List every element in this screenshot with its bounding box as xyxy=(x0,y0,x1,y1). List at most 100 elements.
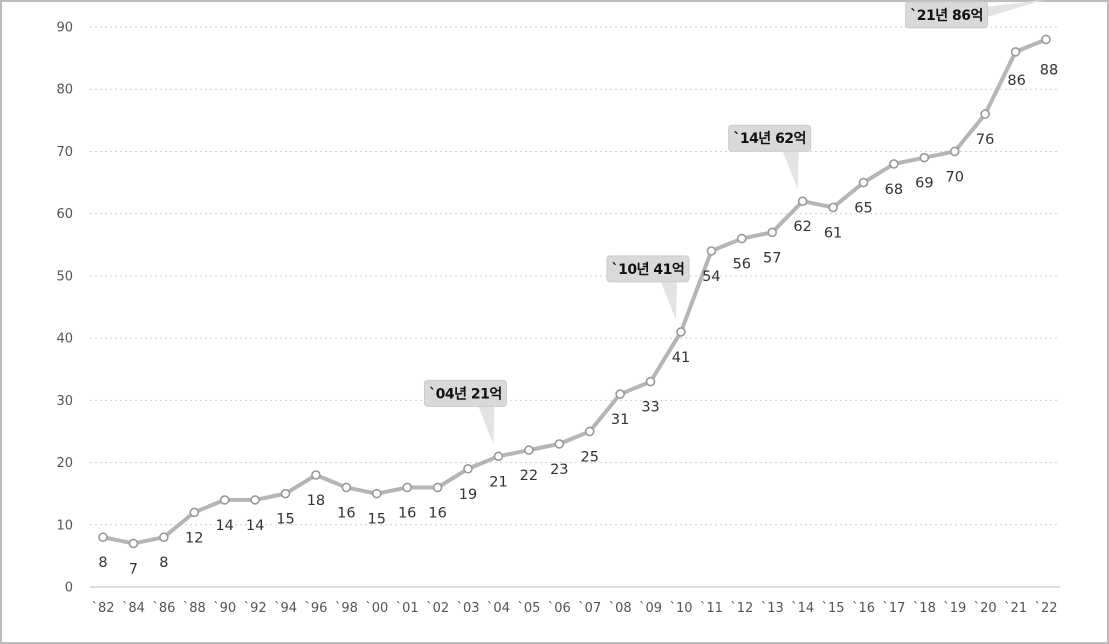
data-label: 68 xyxy=(885,182,903,198)
callout-box xyxy=(423,379,507,407)
x-tick-label: `06 xyxy=(548,601,571,616)
data-point xyxy=(949,146,960,157)
data-label: 62 xyxy=(793,219,811,235)
y-axis: 0 10 20 30 40 50 60 70 80 90 xyxy=(56,21,73,596)
data-label: 23 xyxy=(550,462,568,478)
x-tick-label: `12 xyxy=(730,601,753,616)
data-point xyxy=(767,227,778,238)
data-point xyxy=(980,109,990,119)
data-label: 16 xyxy=(428,505,446,521)
x-tick-label: `03 xyxy=(457,601,480,616)
data-point xyxy=(676,327,686,337)
data-point xyxy=(250,495,260,505)
x-tick-label: `90 xyxy=(213,601,236,616)
data-point xyxy=(615,389,625,399)
x-tick-label: `16 xyxy=(852,601,875,616)
data-label: 12 xyxy=(185,530,203,546)
y-tick-label: 10 xyxy=(56,518,73,533)
data-label: 31 xyxy=(611,412,629,428)
data-label: 56 xyxy=(733,257,751,273)
data-point xyxy=(797,196,808,207)
callout-pointer xyxy=(478,406,495,445)
data-label: 65 xyxy=(854,201,872,217)
x-tick-label: `96 xyxy=(304,601,327,616)
data-label: 19 xyxy=(459,487,477,503)
data-point xyxy=(280,488,291,499)
annotations: `04년 21억 `10년 41억 `14년 62억 `21년 86억 xyxy=(423,0,1044,445)
x-tick-label: `20 xyxy=(974,601,997,616)
x-tick-label: `09 xyxy=(639,601,662,616)
data-point xyxy=(371,488,382,499)
grid-lines xyxy=(90,26,1060,588)
y-tick-label: 80 xyxy=(56,83,73,98)
y-tick-label: 90 xyxy=(56,21,73,36)
data-point xyxy=(341,482,352,493)
x-axis: `82 `84 `86 `88 `90 `92 `94 `96 `98 `00 `01 `02 `03 `… xyxy=(91,601,1057,616)
data-label: 41 xyxy=(672,350,690,366)
data-label: 76 xyxy=(976,132,994,148)
y-tick-label: 20 xyxy=(56,456,73,471)
data-point xyxy=(311,470,321,480)
data-labels: 8 7 8 12 14 14 15 18 16 15 16 16 19 21 22 23 25 31 33 41 54 5… xyxy=(98,62,1058,577)
x-tick-label: `04 xyxy=(487,601,510,616)
callout-label: `21년 86억 xyxy=(910,8,983,24)
x-tick-label: `18 xyxy=(913,601,936,616)
data-point xyxy=(858,177,869,188)
data-point xyxy=(706,246,717,256)
data-label: 21 xyxy=(489,474,507,490)
data-label: 7 xyxy=(129,561,138,577)
y-tick-label: 40 xyxy=(56,332,73,347)
x-tick-label: `08 xyxy=(609,601,632,616)
data-point xyxy=(554,439,565,449)
x-tick-label: `00 xyxy=(365,601,388,616)
y-tick-label: 50 xyxy=(56,269,73,284)
data-label: 8 xyxy=(159,555,168,571)
callout-label: `10년 41억 xyxy=(612,262,685,278)
data-point xyxy=(889,159,899,169)
y-tick-label: 0 xyxy=(65,581,73,596)
callout-box xyxy=(905,1,989,29)
data-point xyxy=(463,463,473,474)
data-label: 61 xyxy=(824,225,842,241)
data-point xyxy=(1010,47,1021,57)
x-tick-label: `98 xyxy=(335,601,358,616)
data-point xyxy=(98,532,108,543)
data-point xyxy=(828,202,838,213)
data-point xyxy=(432,482,443,493)
series-line xyxy=(101,37,1048,546)
data-label: 16 xyxy=(398,505,416,521)
data-point xyxy=(584,426,595,437)
callout-label: `14년 62억 xyxy=(733,131,806,147)
x-tick-label: `15 xyxy=(822,601,845,616)
x-tick-label: `02 xyxy=(426,601,449,616)
x-tick-label: `13 xyxy=(761,601,784,616)
x-tick-label: `88 xyxy=(183,601,206,616)
x-tick-label: `86 xyxy=(152,601,175,616)
x-tick-label: `14 xyxy=(791,601,814,616)
x-tick-label: `01 xyxy=(396,601,419,616)
data-label: 70 xyxy=(946,169,964,185)
data-point xyxy=(493,451,504,462)
callout-pointer xyxy=(977,0,1044,20)
data-label: 15 xyxy=(276,512,294,528)
x-tick-label: `94 xyxy=(274,601,297,616)
x-tick-label: `19 xyxy=(943,601,966,616)
x-tick-label: `82 xyxy=(91,601,114,616)
data-label: 88 xyxy=(1040,62,1058,78)
data-point xyxy=(737,233,747,244)
data-label: 18 xyxy=(307,493,325,509)
data-label: 57 xyxy=(763,250,781,266)
data-label: 33 xyxy=(641,400,659,416)
y-tick-label: 30 xyxy=(56,394,73,409)
data-label: 14 xyxy=(246,518,264,534)
callout-pointer xyxy=(660,281,677,320)
data-point xyxy=(219,495,230,505)
data-point xyxy=(189,507,200,518)
x-tick-label: `84 xyxy=(122,601,145,616)
data-point xyxy=(159,532,169,543)
data-point xyxy=(128,538,139,549)
x-tick-label: `10 xyxy=(669,601,692,616)
x-tick-label: `05 xyxy=(517,601,540,616)
